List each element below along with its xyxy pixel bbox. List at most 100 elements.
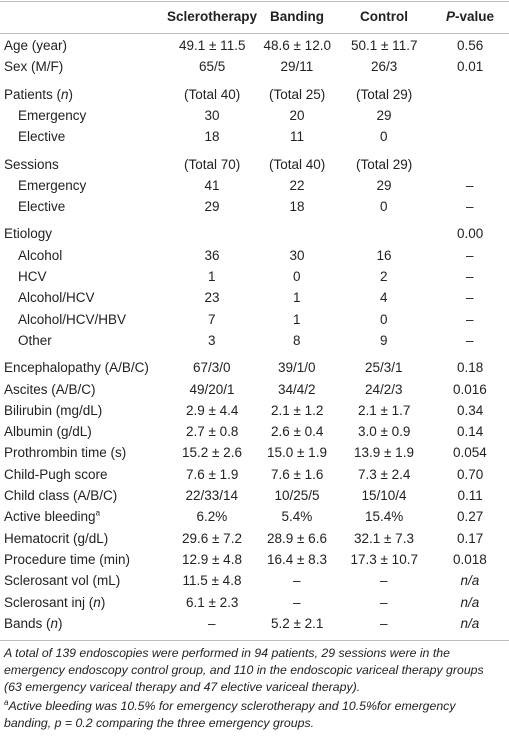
text-segment: Active bleeding was 10.5% for emergency … bbox=[4, 699, 456, 730]
text-segment: ) bbox=[100, 594, 106, 610]
text-segment: Sclerosant inj ( bbox=[4, 594, 94, 610]
table-cell: 48.6 ± 12.0 bbox=[263, 38, 331, 53]
table-cell: 2.1 ± 1.2 bbox=[271, 402, 324, 418]
table-cell: 0.70 bbox=[457, 466, 484, 482]
table-cell: 30 bbox=[289, 247, 305, 263]
table-cell: 0.56 bbox=[457, 38, 484, 53]
table-cell: 49.1 ± 11.5 bbox=[179, 38, 246, 53]
table-cell: 0.27 bbox=[457, 509, 484, 525]
table-cell: 7.6 ± 1.9 bbox=[186, 466, 239, 482]
table-cell: (Total 40) bbox=[184, 86, 241, 102]
table-cell: 29 bbox=[376, 177, 392, 193]
row-label: Hematocrit (g/dL) bbox=[4, 530, 109, 546]
table-cell: 2.7 ± 0.8 bbox=[186, 424, 239, 440]
row-label: Alcohol bbox=[18, 247, 63, 263]
table-cell: (Total 40) bbox=[269, 156, 326, 172]
table-cell: 15.4% bbox=[365, 509, 404, 525]
table-cell: – bbox=[466, 177, 474, 193]
table-cell: 24/2/3 bbox=[365, 381, 403, 397]
table-cell: 29 bbox=[204, 199, 220, 215]
table-cell: 5.4% bbox=[281, 509, 313, 525]
row-label: Albumin (g/dL) bbox=[4, 424, 92, 440]
row-label: Child-Pugh score bbox=[4, 466, 108, 482]
table-cell: 22 bbox=[289, 177, 305, 193]
text-segment: ) bbox=[58, 615, 63, 631]
table-cell: 15/10/4 bbox=[361, 488, 407, 503]
column-header: Sclerotherapy bbox=[167, 9, 258, 24]
table-cell: 34/4/2 bbox=[278, 381, 316, 397]
table-cell: – bbox=[466, 311, 474, 327]
table-cell: (Total 29) bbox=[356, 156, 413, 172]
row-label: Emergency bbox=[18, 177, 87, 193]
table-cell: – bbox=[380, 573, 388, 589]
row-label: Sex (M/F) bbox=[4, 59, 64, 75]
row-label: Alcohol/HCV bbox=[18, 290, 95, 306]
table-cell: 7.6 ± 1.6 bbox=[271, 466, 324, 482]
table-cell: – bbox=[380, 594, 388, 610]
table-cell: 0.17 bbox=[457, 530, 484, 546]
table-cell: 29.6 ± 7.2 bbox=[182, 530, 242, 546]
row-label: Child class (A/B/C) bbox=[4, 488, 118, 503]
footnote: A total of 139 endoscopies were performe… bbox=[4, 645, 504, 696]
text-segment: n/a bbox=[460, 594, 480, 610]
table-cell: 1 bbox=[293, 290, 301, 306]
bottom-rule bbox=[0, 640, 509, 641]
table-cell: n/a bbox=[461, 614, 480, 634]
text-segment: P bbox=[446, 9, 456, 24]
table-cell: – bbox=[208, 615, 216, 631]
table-cell: 0.054 bbox=[453, 445, 487, 461]
top-rule bbox=[0, 1, 509, 2]
table-cell: 0.016 bbox=[453, 381, 487, 397]
table-cell: 11 bbox=[290, 129, 305, 145]
table-cell: 5.2 ± 2.1 bbox=[271, 615, 324, 631]
table-cell: 2.9 ± 4.4 bbox=[186, 402, 239, 418]
row-label: Elective bbox=[18, 129, 66, 145]
table-cell: 0.01 bbox=[457, 59, 484, 75]
row-label: Sclerosant inj (n) bbox=[4, 593, 105, 613]
table-cell: – bbox=[466, 269, 474, 284]
column-header: P-value bbox=[446, 7, 494, 27]
table-cell: – bbox=[466, 247, 474, 263]
footnote: aActive bleeding was 10.5% for emergency… bbox=[4, 698, 504, 732]
table-cell: 29 bbox=[376, 107, 392, 123]
table-cell: 65/5 bbox=[199, 59, 226, 75]
row-label: Prothrombin time (s) bbox=[4, 445, 127, 461]
row-label: Sclerosant vol (mL) bbox=[4, 573, 121, 589]
table-cell: 39/1/0 bbox=[278, 360, 316, 376]
row-label: Ascites (A/B/C) bbox=[4, 381, 96, 397]
table-cell: (Total 70) bbox=[184, 156, 241, 172]
column-header: Banding bbox=[270, 9, 324, 24]
row-label: Encephalopathy (A/B/C) bbox=[4, 360, 149, 376]
table-cell: 13.9 ± 1.9 bbox=[354, 445, 414, 461]
table-cell: 1 bbox=[293, 311, 301, 327]
row-label: Age (year) bbox=[4, 38, 68, 53]
text-segment: n/a bbox=[460, 615, 480, 631]
table-cell: – bbox=[466, 199, 474, 215]
table-cell: 12.9 ± 4.8 bbox=[182, 551, 242, 567]
table-cell: 30 bbox=[204, 107, 220, 123]
table-cell: 23 bbox=[204, 290, 220, 306]
table-cell: – bbox=[380, 615, 388, 631]
header-rule bbox=[0, 33, 509, 34]
table-cell: n/a bbox=[461, 593, 480, 613]
table-cell: 22/33/14 bbox=[185, 488, 239, 503]
text-segment: n/a bbox=[460, 573, 480, 589]
table-cell: (Total 29) bbox=[356, 86, 413, 102]
table-cell: 0 bbox=[380, 199, 388, 215]
table-cell: – bbox=[293, 573, 301, 589]
table-cell: 7.3 ± 2.4 bbox=[358, 466, 411, 482]
text-segment: a bbox=[95, 508, 101, 518]
table-cell: 2 bbox=[380, 269, 388, 284]
table-cell: 8 bbox=[293, 332, 301, 348]
row-label: Active bleedinga bbox=[4, 507, 100, 527]
row-label: Emergency bbox=[18, 107, 87, 123]
table-cell: 0 bbox=[380, 129, 388, 145]
table-cell: 18 bbox=[289, 199, 305, 215]
table-cell: 0.11 bbox=[457, 488, 483, 503]
table-cell: 25/3/1 bbox=[365, 360, 403, 376]
table-cell: 0.14 bbox=[457, 424, 484, 440]
table-cell: 16.4 ± 8.3 bbox=[267, 551, 327, 567]
table-cell: 4 bbox=[380, 290, 388, 306]
row-label: Procedure time (min) bbox=[4, 551, 131, 567]
